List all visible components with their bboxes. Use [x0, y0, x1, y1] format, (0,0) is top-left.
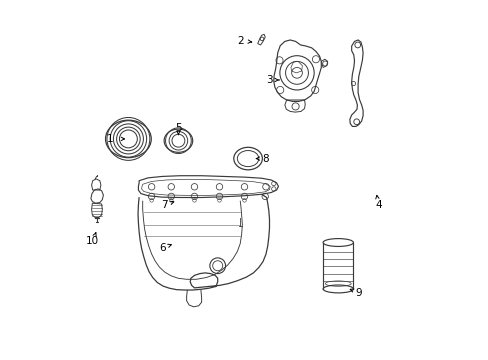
- Text: 7: 7: [161, 200, 167, 210]
- Text: 2: 2: [237, 36, 244, 46]
- Text: 1: 1: [107, 134, 114, 144]
- Text: 3: 3: [265, 75, 272, 85]
- Text: 5: 5: [175, 123, 182, 133]
- Text: 4: 4: [374, 200, 381, 210]
- Text: 9: 9: [355, 288, 362, 297]
- Text: 6: 6: [159, 243, 165, 253]
- Text: 8: 8: [262, 154, 269, 163]
- Text: 10: 10: [86, 236, 99, 246]
